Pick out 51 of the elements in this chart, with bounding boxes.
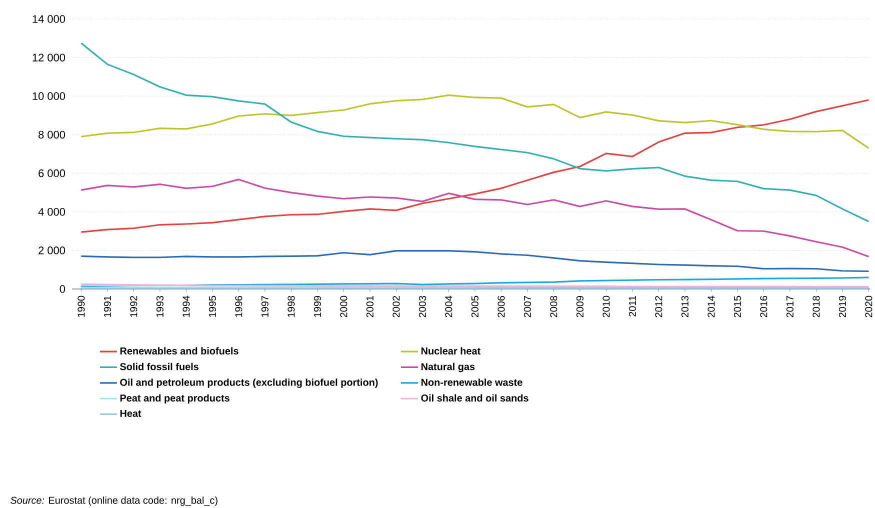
legend-label: Oil and petroleum products (excluding biofuel portion) — [120, 378, 378, 388]
y-tick-label: 6 000 — [38, 169, 66, 178]
x-tick-label: 1998 — [288, 296, 295, 317]
x-tick-label: 2014 — [708, 296, 715, 318]
x-tick-label: 2008 — [550, 296, 558, 318]
y-tick-label: 2 000 — [38, 246, 66, 254]
legend-label: Non-renewable waste — [421, 378, 522, 386]
y-tick-label: 4 000 — [38, 208, 66, 216]
y-tick-label: 0 — [60, 285, 66, 293]
x-tick-label: 2009 — [576, 296, 584, 318]
y-tick-label: 10 000 — [32, 92, 66, 100]
legend-label: Peat and peat products — [120, 394, 230, 404]
line-series — [80, 94, 870, 150]
x-tick-label: 1991 — [104, 296, 111, 317]
x-tick-label: 2012 — [655, 296, 662, 318]
x-tick-label: 2002 — [392, 296, 400, 318]
x-tick-label: 2003 — [418, 296, 426, 318]
legend-label: Oil shale and oil sands — [421, 394, 528, 402]
x-tick-label: 2018 — [812, 296, 820, 318]
x-tick-label: 1996 — [235, 296, 242, 317]
line-series — [80, 178, 870, 258]
x-tick-label: 2020 — [865, 296, 872, 318]
x-tick-label: 1994 — [182, 296, 190, 317]
legend-label: Nuclear heat — [421, 347, 480, 354]
x-tick-label: 2011 — [628, 296, 636, 316]
legend-label: Natural gas — [421, 362, 475, 372]
legend-label: Renewables and biofuels — [120, 347, 238, 354]
y-tick-label: 14 000 — [32, 15, 66, 23]
x-tick-label: 1997 — [261, 296, 268, 317]
x-tick-label: 2006 — [498, 296, 505, 318]
x-tick-label: 2000 — [340, 296, 348, 318]
y-tick-label: 8 000 — [38, 130, 66, 139]
x-tick-label: 1992 — [130, 296, 138, 317]
text: Source: Eurostat (online data code: nrg_bal_c) — [10, 496, 218, 506]
x-tick-label: 2015 — [734, 296, 741, 318]
x-tick-label: 2019 — [838, 296, 846, 318]
x-tick-label: 2005 — [471, 296, 478, 318]
x-tick-label: 2017 — [786, 296, 794, 318]
x-tick-label: 1999 — [314, 296, 321, 317]
x-tick-label: 2016 — [760, 296, 768, 318]
y-tick-label: 12 000 — [32, 54, 66, 62]
legend-label: Solid fossil fuels — [120, 362, 198, 370]
legend-label: Heat — [120, 410, 142, 417]
x-tick-label: 2001 — [366, 296, 374, 318]
x-tick-label: 2010 — [602, 296, 610, 318]
x-tick-label: 2007 — [524, 296, 531, 318]
x-tick-label: 1993 — [156, 296, 164, 317]
x-tick-label: 2004 — [445, 296, 452, 318]
x-tick-label: 1990 — [78, 296, 85, 317]
x-tick-label: 2013 — [681, 296, 688, 318]
x-tick-label: 1995 — [208, 296, 216, 317]
